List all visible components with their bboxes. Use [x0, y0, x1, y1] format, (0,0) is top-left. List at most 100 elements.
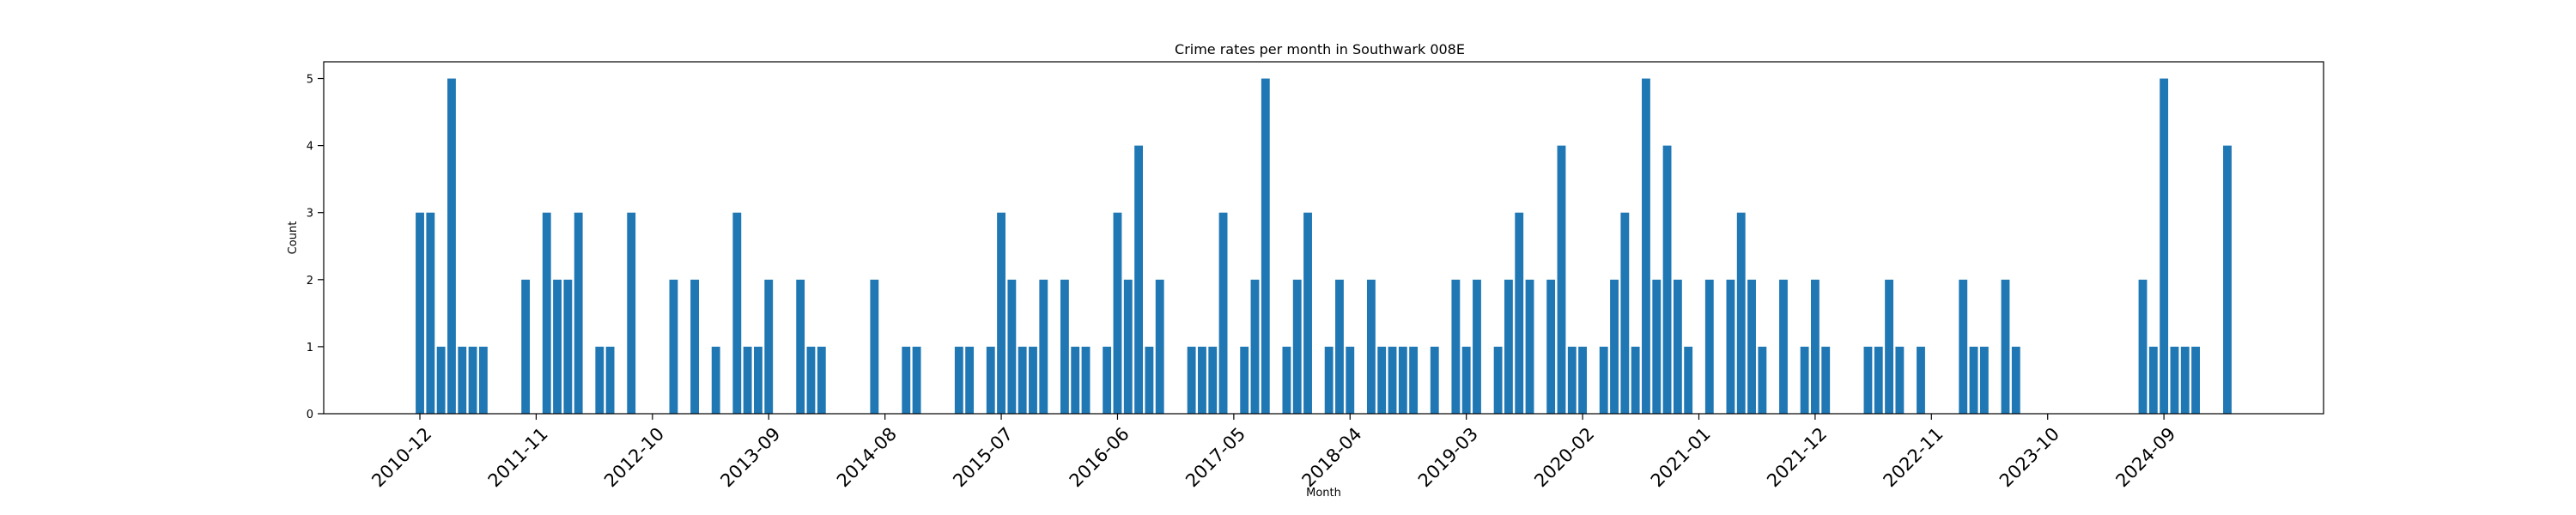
- bar-2011-02: [436, 346, 446, 414]
- bar-2017-07: [1250, 279, 1260, 414]
- bar-2014-10: [902, 346, 911, 414]
- bar-2019-02: [1451, 279, 1461, 414]
- bar-2015-10: [1029, 346, 1037, 414]
- bar-2019-09: [1525, 279, 1534, 414]
- y-tick-label: 3: [307, 208, 313, 221]
- bar-2012-02: [563, 279, 573, 414]
- bar-2011-05: [468, 346, 477, 414]
- bar-2021-09: [1779, 279, 1788, 414]
- bar-2016-08: [1134, 145, 1144, 414]
- bar-2016-03: [1081, 346, 1091, 414]
- bar-2024-07: [2138, 279, 2148, 414]
- bar-2023-07: [2011, 346, 2020, 414]
- bar-2015-09: [1018, 346, 1027, 414]
- bar-2015-11: [1039, 279, 1048, 414]
- bar-2020-10: [1662, 145, 1672, 414]
- bar-2023-03: [1969, 346, 1978, 414]
- bar-2018-07: [1377, 346, 1387, 414]
- bar-2017-02: [1198, 346, 1206, 414]
- bar-2015-03: [954, 346, 963, 414]
- y-axis-label: Count: [287, 221, 300, 255]
- bar-2023-06: [2001, 279, 2010, 414]
- bars-group: [416, 78, 2232, 415]
- bar-2017-12: [1303, 212, 1312, 414]
- bar-2011-12: [542, 212, 551, 414]
- bar-2020-09: [1652, 279, 1662, 414]
- bar-2016-10: [1155, 279, 1164, 414]
- bar-2014-01: [806, 346, 816, 414]
- bar-2016-02: [1071, 346, 1080, 414]
- bar-2017-04: [1218, 212, 1228, 414]
- bar-2012-08: [627, 212, 636, 414]
- bar-2023-02: [1959, 279, 1968, 414]
- bar-2012-06: [605, 346, 615, 414]
- bar-2022-08: [1895, 346, 1905, 414]
- bar-2017-10: [1282, 346, 1291, 414]
- bar-2016-05: [1103, 346, 1112, 414]
- bar-2014-07: [870, 279, 879, 414]
- bar-2020-12: [1684, 346, 1693, 414]
- y-tick-label: 4: [307, 141, 313, 154]
- bar-2017-08: [1261, 78, 1270, 415]
- bar-2018-12: [1430, 346, 1439, 414]
- bar-2018-06: [1366, 279, 1376, 414]
- bar-2024-08: [2148, 346, 2158, 414]
- bar-2017-01: [1187, 346, 1196, 414]
- bar-2018-09: [1398, 346, 1407, 414]
- bar-2012-01: [553, 279, 562, 414]
- bar-2015-06: [986, 346, 995, 414]
- bar-2019-04: [1473, 279, 1481, 414]
- bar-2017-11: [1292, 279, 1302, 414]
- bar-2013-12: [796, 279, 805, 414]
- bar-2019-12: [1557, 145, 1566, 414]
- y-tick-label: 0: [307, 409, 313, 421]
- bar-2021-11: [1800, 346, 1809, 414]
- bar-2017-03: [1208, 346, 1218, 414]
- bar-2016-09: [1145, 346, 1154, 414]
- bar-2012-12: [669, 279, 678, 414]
- chart-title: Crime rates per month in Southwark 008E: [1175, 41, 1465, 58]
- bar-2011-01: [426, 212, 435, 414]
- bar-2021-06: [1747, 279, 1756, 414]
- bar-2022-05: [1863, 346, 1873, 414]
- bar-2018-03: [1335, 279, 1344, 414]
- bar-2021-02: [1704, 279, 1714, 414]
- x-axis-label: Month: [1306, 487, 1341, 500]
- y-tick-label: 2: [307, 275, 313, 288]
- bar-2020-07: [1631, 346, 1640, 414]
- bar-2012-03: [574, 212, 583, 414]
- bar-2021-07: [1758, 346, 1767, 414]
- bar-2022-06: [1874, 346, 1883, 414]
- bar-2013-06: [732, 212, 742, 414]
- bar-2021-04: [1726, 279, 1735, 414]
- bar-2019-03: [1461, 346, 1471, 414]
- bar-2018-08: [1388, 346, 1397, 414]
- bar-2021-05: [1736, 212, 1746, 414]
- bar-2015-08: [1007, 279, 1017, 414]
- y-tick-label: 1: [307, 342, 313, 354]
- bar-2019-11: [1546, 279, 1556, 414]
- bar-2022-07: [1885, 279, 1893, 414]
- y-axis: 0 1 2 3 4 5: [307, 74, 324, 421]
- bar-2016-01: [1060, 279, 1069, 414]
- bar-2019-07: [1504, 279, 1513, 414]
- bar-2011-06: [478, 346, 488, 414]
- bar-2018-02: [1324, 346, 1334, 414]
- bar-2024-11: [2180, 346, 2190, 414]
- bar-2022-01: [1821, 346, 1831, 414]
- bar-2014-11: [912, 346, 921, 414]
- bar-2011-10: [521, 279, 531, 414]
- bar-2019-08: [1515, 212, 1524, 414]
- bar-2023-04: [1979, 346, 1989, 414]
- bar-2013-08: [754, 346, 762, 414]
- bar-2021-12: [1810, 279, 1820, 414]
- bar-2013-07: [743, 346, 752, 414]
- bar-2020-02: [1578, 346, 1588, 414]
- bar-2013-02: [690, 279, 699, 414]
- bar-2018-04: [1346, 346, 1355, 414]
- bar-2025-03: [2223, 145, 2232, 414]
- bar-2012-05: [595, 346, 605, 414]
